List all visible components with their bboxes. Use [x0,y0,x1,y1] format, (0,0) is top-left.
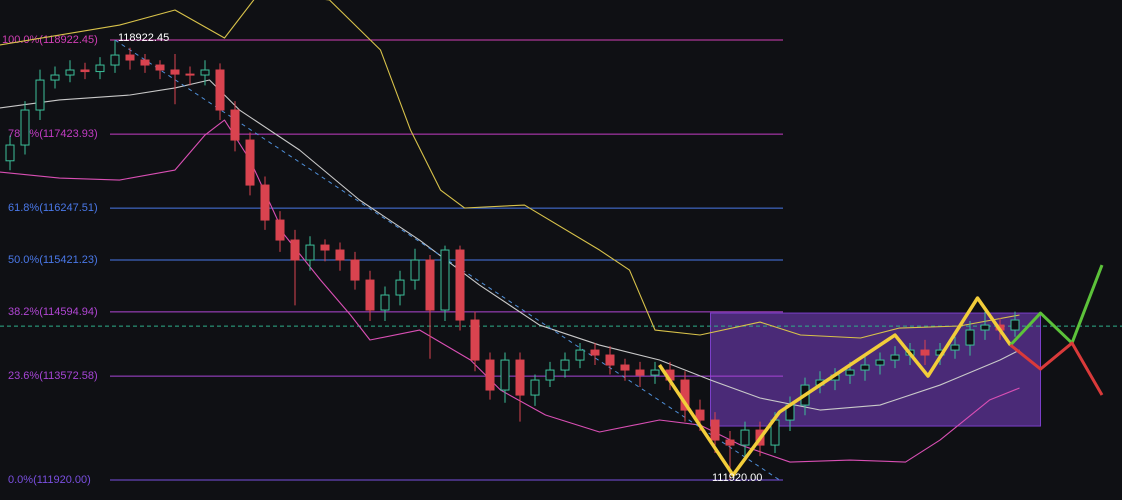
candle-body [335,249,345,261]
candle-body [5,144,15,162]
candle-body [410,259,420,281]
candle-body [845,369,855,376]
candle-body [455,249,465,321]
candle-body [170,69,180,75]
candle-body [320,244,330,251]
fib-label: 0.0%(111920.00) [8,474,91,486]
candle-body [515,359,525,396]
fib-label: 61.8%(116247.51) [8,202,98,214]
candle-body [590,349,600,356]
trend-line [114,39,780,481]
projection-line [1009,264,1104,347]
candle-body [500,359,510,391]
fib-label: 23.6%(113572.58) [8,370,98,382]
candle-body [620,364,630,371]
candle-body [305,244,315,261]
candle-body [380,294,390,311]
band-line [0,0,1020,339]
candle-body [95,64,105,73]
range-box [710,312,1041,427]
candle-body [575,349,585,361]
candle-body [185,73,195,76]
candle-body [650,369,660,376]
candle-body [710,419,720,441]
candle-body [605,354,615,366]
candle-body [200,69,210,76]
candle-body [470,319,480,361]
candle-body [365,279,375,311]
candle-body [20,109,30,146]
candle-body [560,359,570,371]
candle-body [245,139,255,186]
candle-body [875,359,885,366]
candle-body [230,109,240,141]
candle-body [950,344,960,351]
price-annotation: 118922.45 [118,32,169,44]
fib-label: 38.2%(114594.94) [8,306,98,318]
candle-body [350,259,360,281]
candle-body [530,379,540,396]
candle-body [695,409,705,421]
candle-body [485,359,495,391]
candle-body [155,64,165,71]
fib-label: 100.0%(118922.45) [2,34,98,46]
candle-body [275,219,285,241]
candle-body [635,369,645,376]
candle-body [50,74,60,81]
candle-body [290,239,300,261]
candle-body [65,69,75,76]
pattern-line [658,296,1012,477]
candle-body [35,79,45,111]
fib-label: 78.6%(117423.93) [8,128,98,140]
candle-body [725,439,735,446]
candle-body [140,59,150,66]
candle-body [980,324,990,331]
candle-body [425,259,435,311]
candle-body [890,354,900,361]
price-annotation: 111920.00 [712,472,762,484]
candle-body [860,364,870,371]
candle-body [80,69,90,73]
candle-body [740,429,750,446]
candle-body [965,329,975,346]
candle-body [395,279,405,296]
projection-line [1009,341,1104,396]
candle-body [920,349,930,356]
candle-body [215,69,225,111]
candle-body [260,184,270,221]
fib-label: 50.0%(115421.23) [8,254,98,266]
candle-body [125,54,135,61]
candle-body [110,54,120,66]
band-line [0,79,1020,411]
candle-body [440,249,450,311]
candle-body [545,369,555,381]
candle-body [1010,319,1020,331]
